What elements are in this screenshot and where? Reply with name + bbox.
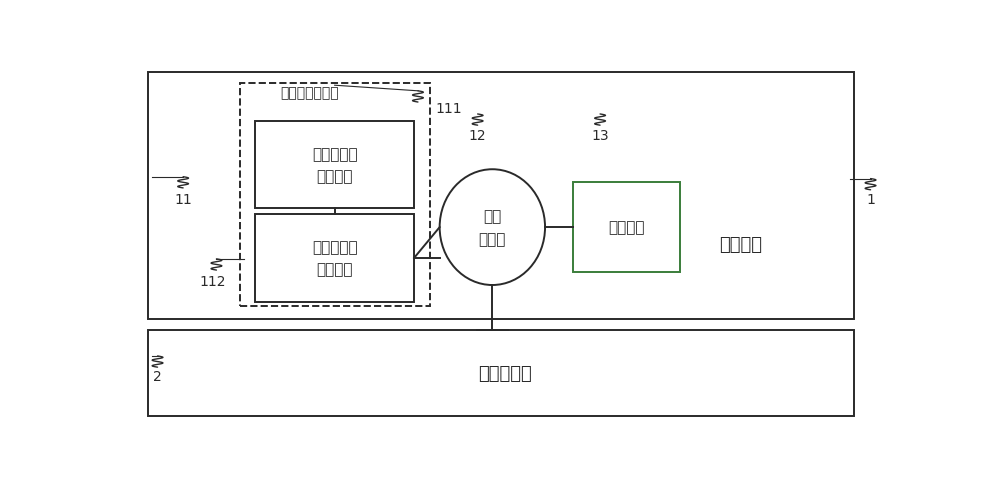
Text: 毫米波雷达
接收模块: 毫米波雷达 接收模块 [312, 147, 357, 184]
Bar [255, 121, 414, 209]
Bar [573, 183, 680, 272]
Text: 路侧天线: 路侧天线 [720, 235, 763, 254]
Text: 第一
处理器: 第一 处理器 [479, 209, 506, 246]
Text: 收发模块: 收发模块 [608, 220, 645, 235]
Bar [148, 330, 854, 416]
Ellipse shape [440, 170, 545, 286]
Text: 13: 13 [591, 128, 609, 142]
Bar [255, 214, 414, 302]
Bar [240, 84, 430, 306]
Text: 2: 2 [153, 370, 162, 384]
Text: 1: 1 [866, 193, 875, 207]
Text: 11: 11 [174, 193, 192, 207]
Text: 111: 111 [436, 102, 462, 115]
Text: 112: 112 [199, 275, 226, 288]
Text: 路侧控制器: 路侧控制器 [478, 364, 532, 382]
Bar [148, 73, 854, 319]
Text: 毫米波雷达
处理模块: 毫米波雷达 处理模块 [312, 240, 357, 277]
Text: 毫米波雷达模块: 毫米波雷达模块 [280, 87, 339, 101]
Text: 12: 12 [469, 128, 486, 142]
